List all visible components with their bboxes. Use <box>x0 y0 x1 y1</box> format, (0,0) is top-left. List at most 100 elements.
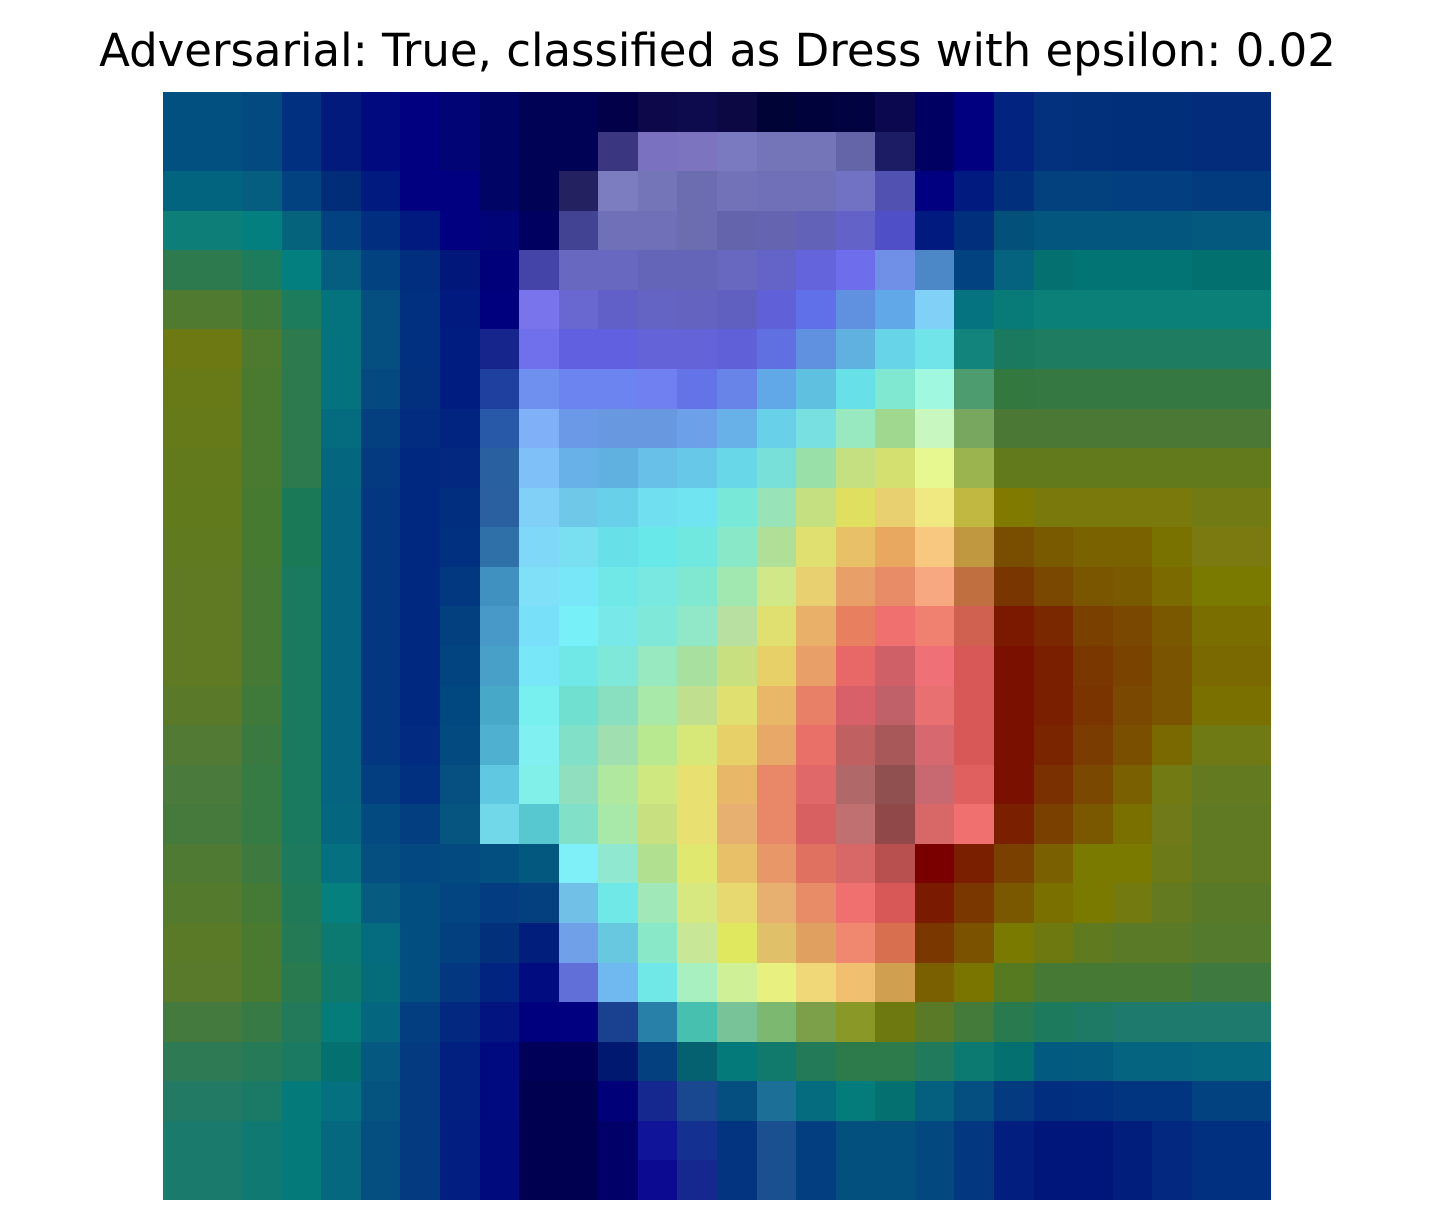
heatmap-cell <box>242 1121 282 1160</box>
heatmap-cell <box>1192 488 1231 527</box>
heatmap-cell <box>717 250 757 290</box>
heatmap-cell <box>361 963 400 1002</box>
heatmap-cell <box>480 250 519 290</box>
heatmap-cell <box>836 409 875 448</box>
heatmap-cell <box>282 1042 321 1081</box>
heatmap-cell <box>480 567 519 606</box>
heatmap-cell <box>282 1002 321 1042</box>
heatmap-cell <box>242 448 282 488</box>
heatmap-cell <box>598 567 638 606</box>
heatmap-cell <box>203 409 242 448</box>
heatmap-cell <box>203 329 242 369</box>
heatmap-cell <box>994 211 1034 250</box>
heatmap-cell <box>875 1160 915 1200</box>
heatmap-cell <box>440 646 480 686</box>
heatmap-cell <box>954 963 994 1002</box>
heatmap-cell <box>875 211 915 250</box>
heatmap-cell <box>242 923 282 963</box>
heatmap-cell <box>796 1160 836 1200</box>
heatmap-cell <box>915 290 954 329</box>
heatmap-cell <box>321 171 361 211</box>
heatmap-cell <box>361 171 400 211</box>
heatmap-cell <box>915 527 954 567</box>
heatmap-cell <box>796 171 836 211</box>
heatmap-cell <box>1113 844 1152 883</box>
heatmap-cell <box>321 488 361 527</box>
heatmap-cell <box>361 211 400 250</box>
heatmap-cell <box>954 211 994 250</box>
heatmap-cell <box>559 132 598 171</box>
heatmap-cell <box>559 171 598 211</box>
heatmap-cell <box>796 765 836 804</box>
heatmap-cell <box>677 804 717 844</box>
heatmap-cell <box>440 1081 480 1121</box>
heatmap-cell <box>282 963 321 1002</box>
heatmap-cell <box>203 1160 242 1200</box>
heatmap-cell <box>677 448 717 488</box>
heatmap-cell <box>1152 409 1192 448</box>
heatmap-cell <box>638 686 677 725</box>
heatmap-cell <box>1113 567 1152 606</box>
heatmap-cell <box>242 290 282 329</box>
heatmap-cell <box>163 606 203 646</box>
heatmap-cell <box>994 844 1034 883</box>
heatmap-svg <box>163 92 1271 1200</box>
chart-title: Adversarial: True, classified as Dress w… <box>99 24 1336 77</box>
heatmap-cell <box>875 725 915 765</box>
heatmap-cell <box>1231 765 1271 804</box>
heatmap-cell <box>1152 369 1192 409</box>
heatmap-cell <box>1192 329 1231 369</box>
heatmap-cell <box>915 409 954 448</box>
heatmap-cell <box>915 1042 954 1081</box>
heatmap-cell <box>242 409 282 448</box>
heatmap-cell <box>994 1042 1034 1081</box>
heatmap-cell <box>796 132 836 171</box>
heatmap-cell <box>717 686 757 725</box>
heatmap-cell <box>638 290 677 329</box>
heatmap-cell <box>1231 606 1271 646</box>
heatmap-cell <box>638 409 677 448</box>
heatmap-cell <box>638 963 677 1002</box>
heatmap-cell <box>1113 606 1152 646</box>
heatmap-cell <box>796 329 836 369</box>
heatmap-cell <box>1113 369 1152 409</box>
heatmap-cell <box>282 171 321 211</box>
heatmap-cell <box>1113 132 1152 171</box>
heatmap-cell <box>677 646 717 686</box>
heatmap-cell <box>994 883 1034 923</box>
heatmap-cell <box>717 409 757 448</box>
heatmap-cell <box>1113 448 1152 488</box>
heatmap-cell <box>1231 527 1271 567</box>
heatmap-cell <box>1192 369 1231 409</box>
heatmap-cell <box>440 527 480 567</box>
heatmap-cell <box>242 1081 282 1121</box>
heatmap-cell <box>954 646 994 686</box>
heatmap-cell <box>796 923 836 963</box>
heatmap-cell <box>203 883 242 923</box>
heatmap-cell <box>796 211 836 250</box>
heatmap-cell <box>1152 1042 1192 1081</box>
heatmap-cell <box>519 488 559 527</box>
heatmap-cell <box>717 923 757 963</box>
heatmap-cell <box>994 527 1034 567</box>
heatmap-cell <box>836 250 875 290</box>
heatmap-cell <box>796 646 836 686</box>
heatmap-cell <box>757 686 796 725</box>
heatmap-cell <box>875 963 915 1002</box>
heatmap-cell <box>915 804 954 844</box>
heatmap-cell <box>400 132 440 171</box>
heatmap-cell <box>1152 923 1192 963</box>
heatmap-cell <box>638 646 677 686</box>
heatmap-cell <box>717 765 757 804</box>
heatmap-cell <box>915 883 954 923</box>
heatmap-cell <box>519 132 559 171</box>
heatmap-plot <box>163 92 1271 1200</box>
heatmap-cell <box>559 1002 598 1042</box>
heatmap-cell <box>361 488 400 527</box>
heatmap-cell <box>915 646 954 686</box>
heatmap-cell <box>480 448 519 488</box>
heatmap-cell <box>203 606 242 646</box>
heatmap-cell <box>954 1121 994 1160</box>
heatmap-cell <box>480 1002 519 1042</box>
heatmap-cell <box>440 488 480 527</box>
